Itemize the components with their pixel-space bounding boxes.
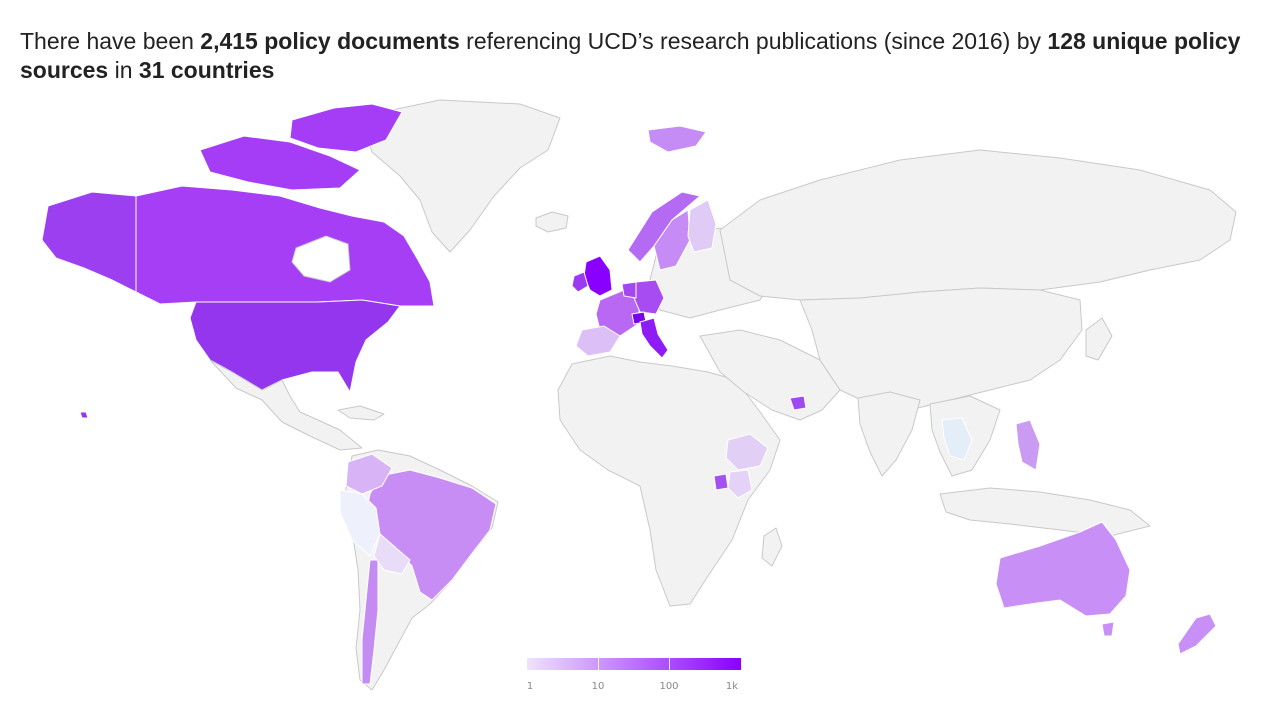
- bolivia[interactable]: [373, 533, 411, 575]
- central-asia-china[interactable]: [799, 287, 1083, 411]
- uganda[interactable]: [713, 473, 729, 491]
- iceland[interactable]: [535, 211, 569, 233]
- uk[interactable]: [583, 255, 613, 297]
- cuba[interactable]: [337, 405, 385, 421]
- india[interactable]: [857, 391, 921, 477]
- colombia[interactable]: [345, 453, 393, 495]
- finland[interactable]: [687, 199, 717, 253]
- legend-gradient-bar: [527, 658, 741, 670]
- usa[interactable]: [189, 299, 401, 394]
- madagascar[interactable]: [761, 527, 783, 567]
- color-legend: 1 10 100 1k: [527, 658, 741, 698]
- greenland[interactable]: [365, 99, 561, 253]
- legend-tick-mark: [669, 658, 670, 670]
- canada-islands-2[interactable]: [199, 135, 361, 191]
- russia[interactable]: [719, 149, 1237, 301]
- legend-tick-10: 10: [591, 681, 605, 692]
- netherlands-belgium[interactable]: [621, 281, 637, 299]
- mexico[interactable]: [209, 359, 363, 451]
- legend-tick-100: 100: [659, 681, 679, 692]
- headline-policy-documents: 2,415 policy documents: [200, 28, 460, 54]
- peru[interactable]: [339, 489, 381, 557]
- hawaii[interactable]: [79, 411, 89, 419]
- canada[interactable]: [135, 185, 435, 307]
- middle-east[interactable]: [699, 329, 841, 421]
- indonesia[interactable]: [939, 487, 1151, 537]
- ethiopia[interactable]: [725, 433, 769, 471]
- svalbard[interactable]: [647, 125, 707, 153]
- philippines[interactable]: [1015, 419, 1041, 471]
- new-zealand[interactable]: [1177, 613, 1217, 655]
- ireland[interactable]: [571, 271, 589, 293]
- headline-text-3: in: [108, 57, 139, 83]
- chile[interactable]: [361, 559, 379, 685]
- legend-tick-mark: [598, 658, 599, 670]
- uae[interactable]: [789, 395, 807, 411]
- headline-policy-sources: 128 unique policy sources: [20, 28, 1241, 83]
- kenya[interactable]: [727, 469, 753, 499]
- australia[interactable]: [995, 521, 1131, 617]
- africa[interactable]: [557, 355, 781, 607]
- headline-countries: 31 countries: [138, 57, 275, 83]
- headline-text-2: referencing UCD’s research publications …: [459, 28, 1048, 54]
- tasmania[interactable]: [1101, 621, 1115, 637]
- headline: There have been 2,415 policy documents r…: [20, 27, 1260, 85]
- thailand[interactable]: [941, 417, 973, 461]
- spain-portugal[interactable]: [575, 325, 621, 357]
- hudson-bay: [291, 235, 351, 283]
- legend-tick-1k: 1k: [725, 681, 739, 692]
- alaska[interactable]: [41, 191, 137, 293]
- italy[interactable]: [639, 317, 669, 359]
- headline-text-1: There have been: [20, 28, 201, 54]
- norway[interactable]: [627, 191, 702, 263]
- japan[interactable]: [1085, 317, 1113, 361]
- canada-arctic-islands[interactable]: [289, 103, 403, 153]
- legend-tick-1: 1: [526, 681, 534, 692]
